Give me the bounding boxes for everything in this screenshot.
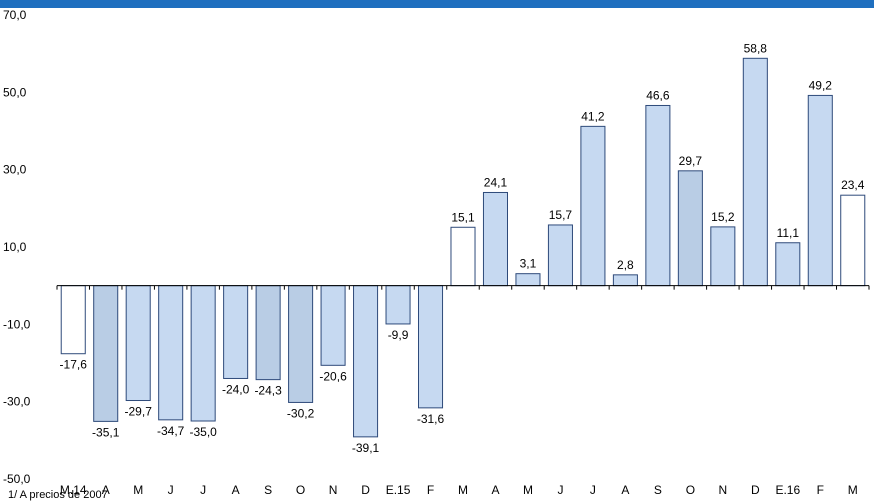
bars bbox=[60, 57, 866, 438]
value-label: 2,8 bbox=[617, 258, 634, 272]
value-label: 3,1 bbox=[520, 257, 537, 271]
bar bbox=[223, 285, 249, 379]
bar bbox=[612, 274, 638, 287]
x-tick-label: F bbox=[427, 483, 434, 497]
value-label: 29,7 bbox=[679, 154, 703, 168]
y-tick-label: -10,0 bbox=[3, 317, 31, 331]
bar bbox=[288, 285, 314, 403]
value-label: 11,1 bbox=[777, 226, 800, 240]
value-label: 41,2 bbox=[581, 109, 605, 123]
value-label: -30,2 bbox=[287, 406, 315, 420]
x-tick-label: D bbox=[751, 483, 760, 497]
value-label: 15,1 bbox=[451, 210, 475, 224]
x-tick-label: A bbox=[102, 483, 110, 497]
bar bbox=[645, 104, 671, 287]
x-tick-label: D bbox=[361, 483, 370, 497]
value-label: 15,2 bbox=[711, 210, 735, 224]
zero-axis bbox=[56, 285, 870, 290]
x-tick-label: M bbox=[848, 483, 858, 497]
x-tick-label: O bbox=[686, 483, 695, 497]
x-tick-label: M bbox=[523, 483, 533, 497]
value-label: -35,1 bbox=[92, 425, 120, 439]
value-label: -29,7 bbox=[125, 405, 153, 419]
bar bbox=[320, 285, 346, 366]
value-label: 58,8 bbox=[744, 41, 768, 55]
bar bbox=[450, 226, 476, 287]
x-tick-label: S bbox=[654, 483, 662, 497]
value-label: 24,1 bbox=[484, 175, 508, 189]
bar bbox=[125, 285, 151, 402]
value-label: -31,6 bbox=[417, 412, 445, 426]
bar bbox=[710, 226, 736, 287]
value-label: -24,0 bbox=[222, 382, 250, 396]
bar bbox=[677, 170, 703, 287]
value-label: -9,9 bbox=[388, 328, 409, 342]
bar bbox=[515, 273, 541, 287]
x-tick-label: O bbox=[296, 483, 305, 497]
x-tick-label: J bbox=[557, 483, 563, 497]
bar bbox=[385, 285, 411, 325]
y-tick-label: 70,0 bbox=[3, 8, 27, 22]
bar bbox=[775, 242, 801, 287]
bar bbox=[580, 125, 606, 287]
x-tick-label: M.14 bbox=[60, 483, 87, 497]
value-label: 49,2 bbox=[809, 78, 833, 92]
bar bbox=[547, 224, 573, 287]
bar bbox=[60, 285, 86, 355]
bar bbox=[190, 285, 216, 422]
x-tick-label: A bbox=[232, 483, 240, 497]
y-axis: 70,0 50,0 30,0 10,0 -10,0 -30,0 -50,0 bbox=[3, 8, 31, 486]
y-tick-label: 30,0 bbox=[3, 163, 27, 177]
x-tick-label: J bbox=[200, 483, 206, 497]
value-label: -39,1 bbox=[352, 441, 380, 455]
bar bbox=[807, 94, 833, 287]
value-label: -20,6 bbox=[319, 369, 347, 383]
value-label: -17,6 bbox=[60, 358, 88, 372]
value-label: -24,3 bbox=[254, 384, 282, 398]
x-axis: M.14 A M J J A S O N D E.15 F M A M J J A S O N D E.16 F M bbox=[60, 483, 858, 497]
value-label: -35,0 bbox=[189, 425, 217, 439]
bar bbox=[255, 285, 281, 381]
bar bbox=[93, 285, 119, 422]
value-label: 23,4 bbox=[841, 178, 865, 192]
x-tick-label: N bbox=[719, 483, 728, 497]
y-tick-label: 50,0 bbox=[3, 85, 27, 99]
value-label: -34,7 bbox=[157, 424, 185, 438]
x-tick-label: M bbox=[133, 483, 143, 497]
value-label: 46,6 bbox=[646, 88, 670, 102]
x-tick-label: A bbox=[621, 483, 629, 497]
y-tick-label: 10,0 bbox=[3, 240, 27, 254]
y-tick-label: -30,0 bbox=[3, 395, 31, 409]
value-labels: -17,6 -35,1 -29,7 -34,7 -35,0 -24,0 -24,3 -30,2… bbox=[60, 41, 865, 455]
x-tick-label: J bbox=[168, 483, 174, 497]
top-accent-bar bbox=[0, 0, 874, 8]
value-label: 15,7 bbox=[549, 208, 573, 222]
x-tick-label: N bbox=[329, 483, 338, 497]
x-tick-label: E.15 bbox=[386, 483, 411, 497]
bar bbox=[840, 194, 866, 287]
bar bbox=[353, 285, 379, 438]
x-tick-label: M bbox=[458, 483, 468, 497]
x-tick-label: J bbox=[590, 483, 596, 497]
bar bbox=[158, 285, 184, 421]
bar bbox=[418, 285, 444, 409]
x-tick-label: F bbox=[817, 483, 824, 497]
y-tick-label: -50,0 bbox=[3, 472, 31, 486]
bar bbox=[482, 191, 508, 287]
x-tick-label: S bbox=[264, 483, 272, 497]
bar bbox=[742, 57, 768, 287]
x-tick-label: A bbox=[491, 483, 499, 497]
footnote: 1/ A precios de 2007 bbox=[8, 489, 108, 501]
x-tick-label: E.16 bbox=[775, 483, 800, 497]
